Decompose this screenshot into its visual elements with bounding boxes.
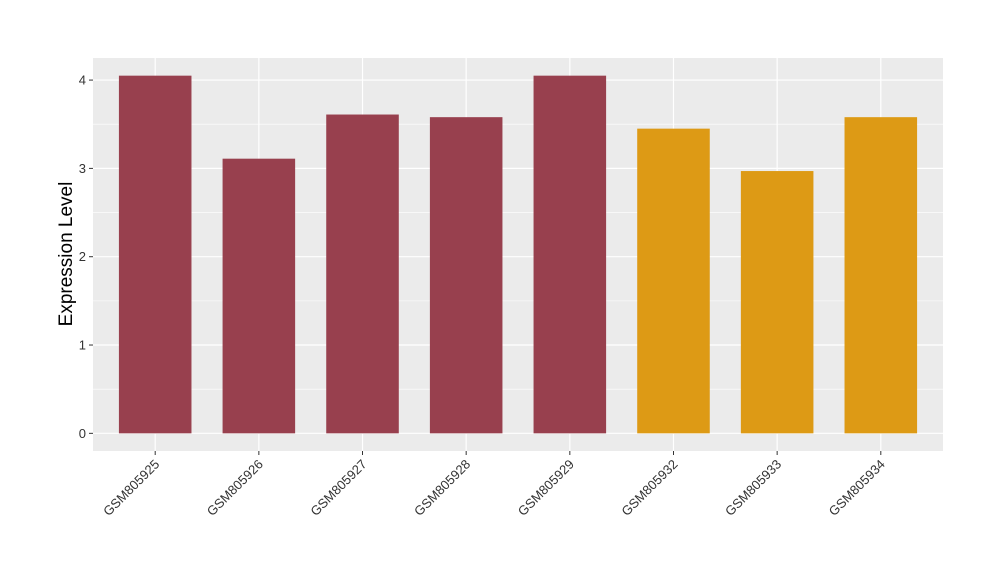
x-tick-label: GSM805933 <box>722 457 784 519</box>
x-tick-label: GSM805926 <box>204 457 266 519</box>
bar-GSM805929 <box>533 75 607 434</box>
x-tick-label: GSM805929 <box>515 457 577 519</box>
bar-GSM805933 <box>740 171 814 434</box>
y-tick-label: 1 <box>79 338 86 353</box>
y-tick-label: 2 <box>79 249 86 264</box>
x-tick-label: GSM805932 <box>618 457 680 519</box>
y-tick-label: 4 <box>79 73 86 88</box>
y-tick-label: 3 <box>79 161 86 176</box>
bar-GSM805928 <box>429 117 503 434</box>
bar-GSM805932 <box>637 128 710 434</box>
x-tick-label: GSM805928 <box>411 457 473 519</box>
bar-GSM805926 <box>222 158 296 434</box>
bar-GSM805934 <box>844 117 918 434</box>
bars <box>118 75 918 434</box>
y-tick-label: 0 <box>79 426 86 441</box>
bar-GSM805925 <box>118 75 192 434</box>
x-tick-label: GSM805934 <box>826 457 888 519</box>
y-axis-title: Expression Level <box>56 182 77 327</box>
x-axis: GSM805925 GSM805926 GSM805927 GSM805928 GSM8… <box>100 451 888 519</box>
y-axis: 0 1 2 3 4 <box>79 73 93 441</box>
bar-GSM805927 <box>326 114 399 434</box>
plot-panel <box>93 58 943 451</box>
x-tick-label: GSM805927 <box>307 457 369 519</box>
x-tick-label: GSM805925 <box>100 457 162 519</box>
